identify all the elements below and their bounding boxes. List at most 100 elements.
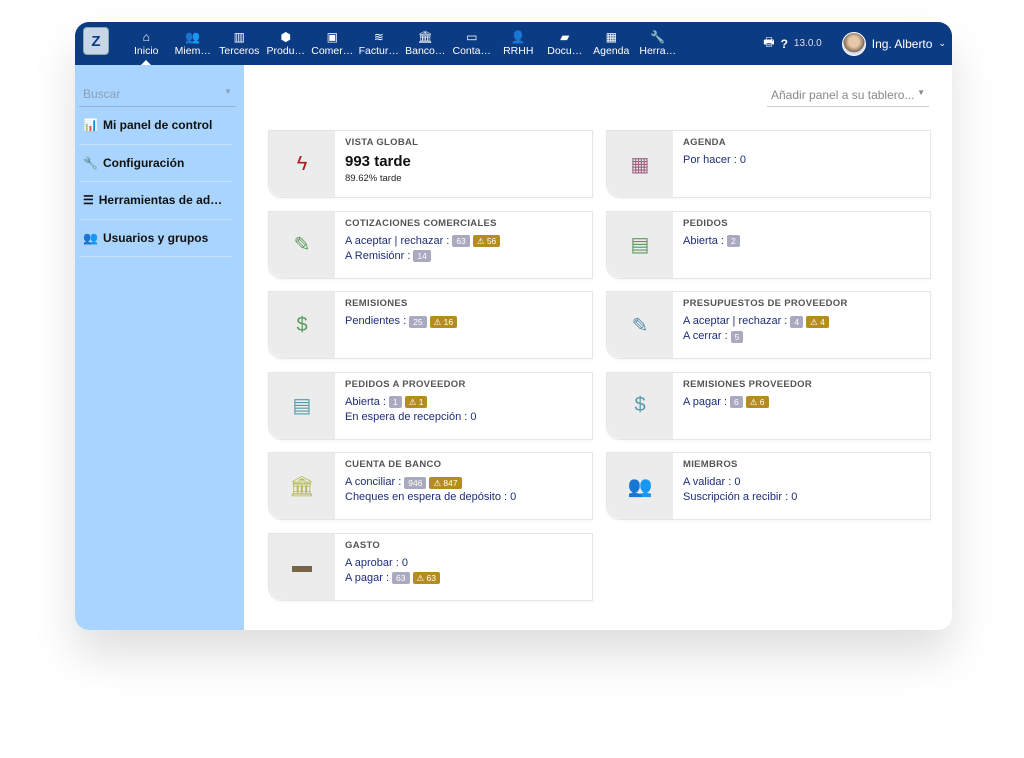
menu-item-agenda[interactable]: ▦ Agenda [588,22,635,65]
file-invoice-icon: ▤ [292,395,312,417]
help-icon[interactable]: ? [780,36,788,51]
dashboard-card[interactable]: 👥 MIEMBROS A validar : 0 Suscripción a reci… [606,452,931,520]
warning-badge[interactable]: ⚠ 6 [745,396,769,408]
dashboard-card[interactable]: ▦ AGENDA Por hacer : 0 [606,130,931,198]
dashboard-card[interactable]: 🏛 CUENTA DE BANCO A conciliar :946 ⚠ 847 Che… [268,452,593,520]
card-line[interactable]: A validar : 0 [683,475,797,490]
count-badge[interactable]: 63 [452,235,470,247]
count-badge[interactable]: 14 [413,250,431,262]
print-icon[interactable]: 🖶 [763,35,775,49]
card-line[interactable]: A pagar :6 ⚠ 6 [683,395,812,410]
card-line[interactable]: Abierta :1 ⚠ 1 [345,395,476,410]
count-badge[interactable]: 25 [409,315,427,328]
card-line-text: Suscripción a recibir : 0 [683,491,798,503]
sidebar-item[interactable]: 📊 Mi panel de control [79,107,232,145]
card-line[interactable]: A aceptar | rechazar :63 ⚠ 56 [345,234,501,249]
card-line[interactable]: Suscripción a recibir : 0 [683,490,797,505]
card-line[interactable]: A Remisiónr :14 [345,249,500,264]
count-badge[interactable]: 5 [730,330,744,343]
sidebar-item[interactable]: 🔧 Configuración [79,145,232,182]
warning-count: 16 [443,316,454,327]
menu-item-miem[interactable]: 👥 Miem… [170,22,217,65]
warning-badge[interactable]: ⚠ 56 [472,235,501,247]
card-line[interactable]: Abierta :2 [683,234,740,249]
dashboard-card[interactable]: ϟ VISTA GLOBAL 993 tarde 89.62% tarde [268,130,593,198]
server-icon: ☰ [83,193,94,208]
add-panel-select[interactable]: Añadir panel a su tablero... ▼ [767,85,929,107]
bolt-icon: ϟ [296,152,308,175]
card-line-text: A Remisiónr : [345,249,411,262]
menu-item-herra[interactable]: 🔧 Herra… [635,22,682,65]
user-tie-icon: 👤 [510,30,526,44]
card-line[interactable]: A aceptar | rechazar :4 ⚠ 4 [683,314,848,329]
card-line[interactable]: En espera de recepción : 0 [345,410,476,425]
sidebar-item[interactable]: 👥 Usuarios y grupos [79,220,232,257]
avatar[interactable] [841,31,866,56]
file-invoice-dollar-icon: $ [296,313,308,336]
card-line[interactable]: A conciliar :946 ⚠ 847 [345,475,516,490]
card-line[interactable]: Por hacer : 0 [683,153,746,168]
count-badge[interactable]: 63 [392,572,410,584]
sidebar: Buscar ▼ 📊 Mi panel de control 🔧 Configuraci… [75,65,244,630]
card-line-text: Por hacer : 0 [683,154,746,166]
card-title: PRESUPUESTOS DE PROVEEDOR [683,298,848,309]
sidebar-item[interactable]: ☰ Herramientas de ad… [79,182,232,220]
dashboard-card[interactable]: ✎ COTIZACIONES COMERCIALES A aceptar | rec… [268,210,593,279]
card-line[interactable]: A cerrar :5 [683,329,848,344]
dashboard-card[interactable]: $ REMISIONES PROVEEDOR A pagar :6 ⚠ 6 [606,371,931,440]
app-window: Z ⌂ Inicio 👥 Miem… ▥ Terceros ⬢ Produ… ▣ Comer… ≋ F… [75,22,952,630]
menu-item-inicio[interactable]: ⌂ Inicio [123,22,170,65]
menu-item-terceros[interactable]: ▥ Terceros [216,22,263,65]
file-signature-icon: ✎ [293,234,311,256]
card-content: PEDIDOS A PROVEEDOR Abierta :1 ⚠ 1 En esper… [335,373,486,439]
dashboard-card[interactable]: ▤ PEDIDOS Abierta :2 [606,210,931,279]
card-title: REMISIONES [345,298,408,309]
warning-badge[interactable]: ⚠ 63 [412,572,440,584]
dashboard-card[interactable]: ✎ PRESUPUESTOS DE PROVEEDOR A aceptar | re… [606,291,931,359]
users-icon: 👥 [83,230,98,245]
dashboard-card[interactable]: ▤ PEDIDOS A PROVEEDOR Abierta :1 ⚠ 1 En espe… [268,371,593,440]
file-signature-icon: ✎ [631,314,649,337]
card-line[interactable]: Pendientes :25 ⚠ 16 [345,314,458,329]
count-badge[interactable]: 2 [726,235,740,247]
menu-item-rrhh[interactable]: 👤 RRHH [495,22,542,65]
warning-count: 4 [820,316,825,327]
users-icon: 👥 [627,475,653,498]
count-badge[interactable]: 4 [790,315,804,328]
building-icon: ▥ [233,30,245,44]
menu-item-comer[interactable]: ▣ Comer… [309,22,356,65]
bank-icon: 🏛 [417,30,433,44]
card-icon-box: 🏛 [269,453,335,519]
count-badge[interactable]: 6 [730,396,743,408]
sidebar-item-label: Configuración [102,155,185,170]
menu-item-banco[interactable]: 🏛 Banco… [402,22,449,65]
add-panel-placeholder: Añadir panel a su tablero... [771,88,915,102]
chevron-down-icon[interactable]: ⌄ [938,38,946,48]
dashboard-card[interactable]: $ REMISIONES Pendientes :25 ⚠ 16 [268,291,593,359]
count-badge[interactable]: 946 [404,476,427,489]
caret-down-icon: ▼ [224,87,232,96]
menu-item-factur[interactable]: ≋ Factur… [356,22,403,65]
card-content: REMISIONES PROVEEDOR A pagar :6 ⚠ 6 [673,373,822,439]
card-line-text: A aceptar | rechazar : [683,315,788,327]
top-bar: Z ⌂ Inicio 👥 Miem… ▥ Terceros ⬢ Produ… ▣ Comer… ≋ F… [75,22,952,65]
warning-badge[interactable]: ⚠ 4 [806,315,829,328]
logo[interactable]: Z [83,27,109,55]
search-input[interactable]: Buscar ▼ [79,83,236,107]
menu-item-docu[interactable]: ▰ Docu… [542,22,589,65]
menu-item-label: Banco… [405,45,446,57]
card-line[interactable]: Cheques en espera de depósito : 0 [345,490,516,505]
card-icon-box: $ [269,292,335,358]
menu-item-produ[interactable]: ⬢ Produ… [263,22,310,65]
warning-badge[interactable]: ⚠ 1 [404,396,428,408]
card-line[interactable]: A aprobar : 0 [345,556,440,571]
menu-item-conta[interactable]: ▭ Conta… [449,22,496,65]
user-name[interactable]: Ing. Alberto [871,36,933,51]
count-badge[interactable]: 1 [388,396,402,408]
file-invoice-icon: ▤ [630,234,650,256]
card-line[interactable]: A pagar :63 ⚠ 63 [345,571,440,586]
warning-badge[interactable]: ⚠ 847 [429,476,462,489]
warning-badge[interactable]: ⚠ 16 [429,315,458,328]
